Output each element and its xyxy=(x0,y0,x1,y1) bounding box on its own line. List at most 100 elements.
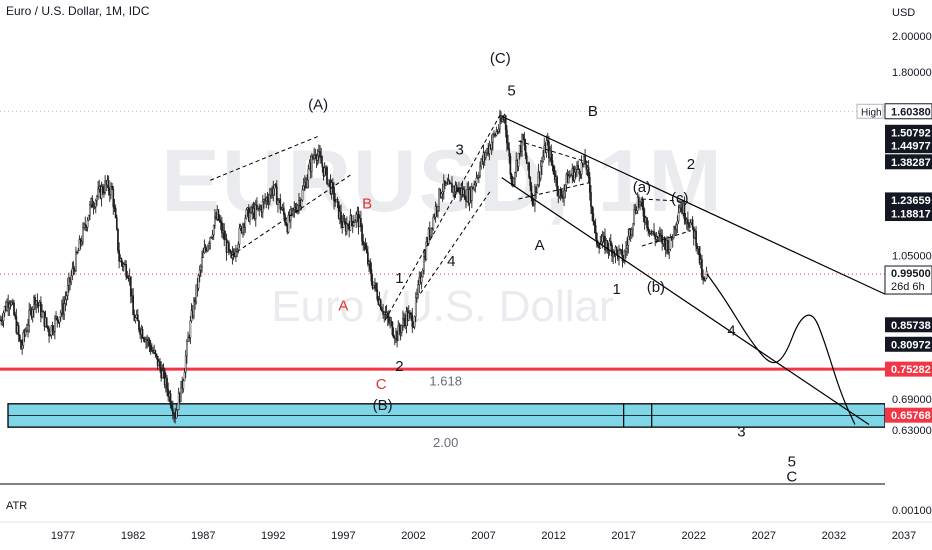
candle-body xyxy=(17,325,20,336)
candle-body xyxy=(56,316,59,321)
candle-body xyxy=(113,206,116,209)
candle-body xyxy=(155,353,158,357)
price-badge-box xyxy=(885,154,932,170)
candle-body xyxy=(372,285,375,289)
candle-body xyxy=(531,196,534,205)
candle-body xyxy=(698,246,701,263)
candle-body xyxy=(496,131,499,133)
candle-body xyxy=(413,316,416,328)
candle-body xyxy=(77,250,80,254)
candle-body xyxy=(528,162,530,178)
candle-body xyxy=(630,229,633,236)
candle-body xyxy=(28,310,31,326)
price-badge-label: 1.38287 xyxy=(891,157,931,169)
candle-body xyxy=(474,182,477,186)
candle-body xyxy=(593,221,596,226)
candle-body xyxy=(355,213,358,222)
candle-body xyxy=(114,207,117,218)
wave-label: 5 xyxy=(788,454,796,471)
candle-body xyxy=(148,339,151,346)
candle-body xyxy=(187,337,189,342)
currency-label: USD xyxy=(892,7,915,19)
candle-body xyxy=(228,242,230,250)
candle-body xyxy=(211,234,214,238)
candle-body xyxy=(183,371,186,382)
candle-body xyxy=(126,275,129,279)
price-badge: 1.50792 xyxy=(885,124,932,140)
candle-body xyxy=(97,188,99,197)
candle-body xyxy=(275,186,278,205)
candle-body xyxy=(675,224,678,230)
candle-body xyxy=(517,153,520,167)
candle-body xyxy=(59,312,62,318)
candle-body xyxy=(182,380,185,389)
price-badge-box xyxy=(885,124,932,140)
candle-body xyxy=(438,188,440,208)
candle-body xyxy=(302,185,305,191)
candle-body xyxy=(64,299,67,304)
candle-body xyxy=(411,314,414,327)
candle-body xyxy=(370,269,373,282)
candle-body xyxy=(448,180,451,184)
candle-body xyxy=(541,161,543,168)
price-badge: 1.60380 High xyxy=(856,103,932,120)
candle-body xyxy=(362,240,365,245)
candle-body xyxy=(522,134,525,140)
candle-body xyxy=(188,337,191,339)
candle-body xyxy=(65,295,68,300)
candle-body xyxy=(510,174,513,182)
candle-body xyxy=(381,309,383,312)
x-tick-label: 1977 xyxy=(51,530,75,542)
wave-label: 1 xyxy=(612,281,620,298)
wave-label: 1.618 xyxy=(429,373,462,388)
candle-body xyxy=(186,341,188,357)
candle-body xyxy=(107,180,110,191)
candle-body xyxy=(695,230,697,247)
candle-body xyxy=(166,377,168,390)
price-badge: 1.23659 xyxy=(885,192,932,208)
candle-body xyxy=(343,221,346,224)
price-badge: 0.65768 xyxy=(885,407,932,423)
high-tag-label: High xyxy=(861,107,882,118)
candle-body xyxy=(400,325,403,333)
candle-body xyxy=(536,184,539,194)
candle-body xyxy=(371,281,374,289)
candle-body xyxy=(507,142,509,150)
time-axis[interactable]: 1977 1982 1987 1992 1997 2002 2007 2012 2017 2022… xyxy=(0,521,932,542)
candle-body xyxy=(122,263,125,267)
candle-body xyxy=(129,276,132,297)
price-badge-label: 0.65768 xyxy=(891,410,931,422)
candle-body xyxy=(52,331,55,333)
candle-body xyxy=(480,158,483,168)
price-axis[interactable]: USD 2.00000 1.80000 1.05000 0.69000 0.63000 1.… xyxy=(856,0,932,550)
candle-body xyxy=(197,274,200,289)
candle-body xyxy=(209,237,212,244)
candle-body xyxy=(323,167,326,176)
candle-body xyxy=(45,317,48,327)
candle-body xyxy=(161,370,164,379)
channel-line xyxy=(501,115,885,295)
candle-body xyxy=(313,154,316,159)
candle-body xyxy=(193,299,195,317)
candle-body xyxy=(195,284,198,303)
candle-body xyxy=(167,388,170,397)
price-badge: 0.85738 xyxy=(885,317,932,333)
candle-body xyxy=(15,316,18,333)
plot-area[interactable]: (A) (C) 5 B 3 2 (a) (c) B A 4 1 1 (b) A 4 2 1.618 C (B) 3 2.0… xyxy=(0,50,932,485)
candle-body xyxy=(563,190,565,198)
y-tick-label: 1.05000 xyxy=(892,251,932,263)
price-badge-box xyxy=(884,265,932,295)
candle-body xyxy=(564,184,567,191)
candle-body xyxy=(573,171,576,181)
candle-body xyxy=(594,225,597,234)
candle-body xyxy=(24,330,27,336)
candle-body xyxy=(285,222,287,226)
candle-body xyxy=(550,150,553,161)
candle-body xyxy=(120,258,123,263)
candle-body xyxy=(559,189,562,196)
candle-body xyxy=(477,175,480,178)
candle-body xyxy=(440,193,443,198)
candle-body xyxy=(282,207,285,215)
